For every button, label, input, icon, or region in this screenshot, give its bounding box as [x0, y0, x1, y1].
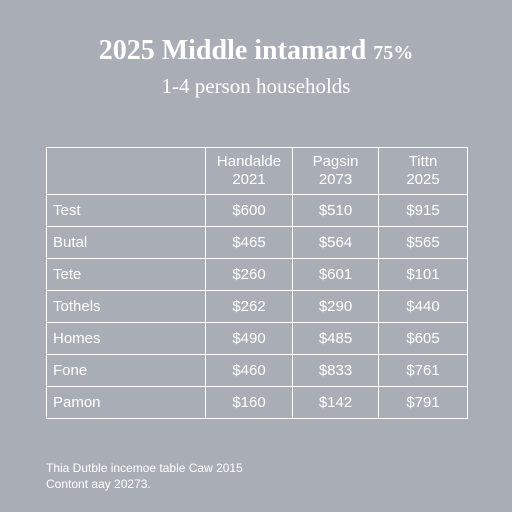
- table-row: Fone $460 $833 $761: [46, 354, 468, 387]
- table-cell: $791: [378, 386, 468, 419]
- table-cell: $490: [205, 322, 293, 355]
- table-cell: $761: [378, 354, 468, 387]
- income-table: Handalde 2021 Pagsin 2073 Tittn 2025 Tes…: [46, 147, 468, 419]
- column-header-year: 2021: [232, 171, 266, 188]
- table-row: Test $600 $510 $915: [46, 194, 468, 227]
- table-cell: $101: [378, 258, 468, 291]
- row-label: Butal: [46, 226, 206, 259]
- table-cell: $460: [205, 354, 293, 387]
- row-label: Fone: [46, 354, 206, 387]
- page-title: 2025 Middle intamard 75%: [0, 34, 512, 70]
- column-header-year: 2073: [318, 171, 353, 188]
- row-label: Tothels: [46, 290, 206, 323]
- column-header-name: Tittn: [408, 153, 438, 170]
- column-header: Tittn 2025: [378, 147, 468, 195]
- table-row: Tothels $262 $290 $440: [46, 290, 468, 323]
- table-cell: $510: [292, 194, 379, 227]
- table-cell: $440: [378, 290, 468, 323]
- page-title-percent: 75%: [373, 42, 414, 64]
- table-cell: $290: [292, 290, 379, 323]
- table-cell: $142: [292, 386, 379, 419]
- page-subtitle: 1-4 person households: [161, 74, 351, 98]
- column-header: Handalde 2021: [205, 147, 293, 195]
- table-cell: $465: [205, 226, 293, 259]
- column-header-name: Handalde: [216, 153, 282, 170]
- table-cell: $564: [292, 226, 379, 259]
- column-header: Pagsin 2073: [292, 147, 379, 195]
- table-cell: $605: [378, 322, 468, 355]
- table-cell: $262: [205, 290, 293, 323]
- column-header-name: Pagsin: [312, 153, 359, 170]
- table-cell: $600: [205, 194, 293, 227]
- table-row: Homes $490 $485 $605: [46, 322, 468, 355]
- table-cell: $485: [292, 322, 379, 355]
- table-row: Pamon $160 $142 $791: [46, 386, 468, 419]
- footer-line: Contont aay 20273.: [46, 477, 151, 491]
- table-cell: $915: [378, 194, 468, 227]
- table-header-row: Handalde 2021 Pagsin 2073 Tittn 2025: [46, 147, 468, 195]
- column-header-year: 2025: [406, 171, 440, 188]
- table-cell: $601: [292, 258, 379, 291]
- table-cell: $565: [378, 226, 468, 259]
- row-label: Test: [46, 194, 206, 227]
- table-cell: $260: [205, 258, 293, 291]
- table-cell: $833: [292, 354, 379, 387]
- page-title-main: 2025 Middle intamard: [98, 35, 367, 66]
- table-row: Butal $465 $564 $565: [46, 226, 468, 259]
- footer-note: Thia Dutble incemoe table Caw 2015 Conto…: [46, 460, 243, 492]
- column-header-empty: [46, 147, 206, 195]
- footer-line: Thia Dutble incemoe table Caw 2015: [46, 461, 243, 475]
- row-label: Pamon: [46, 386, 206, 419]
- row-label: Tete: [46, 258, 206, 291]
- table-row: Tete $260 $601 $101: [46, 258, 468, 291]
- row-label: Homes: [46, 322, 206, 355]
- table-cell: $160: [205, 386, 293, 419]
